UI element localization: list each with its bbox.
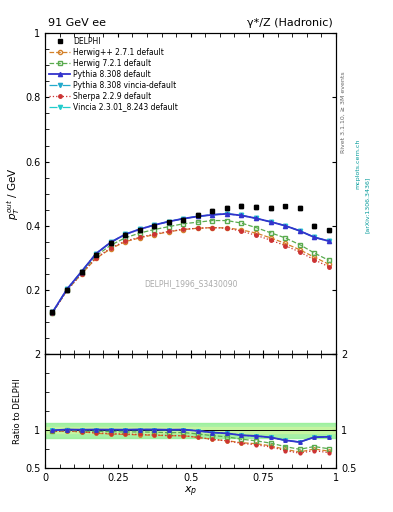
Text: γ*/Z (Hadronic): γ*/Z (Hadronic) — [247, 18, 333, 29]
X-axis label: $x_p$: $x_p$ — [184, 485, 197, 499]
Text: [arXiv:1306.3436]: [arXiv:1306.3436] — [365, 177, 370, 233]
Legend: DELPHI, Herwig++ 2.7.1 default, Herwig 7.2.1 default, Pythia 8.308 default, Pyth: DELPHI, Herwig++ 2.7.1 default, Herwig 7… — [48, 35, 180, 113]
Text: mcplots.cern.ch: mcplots.cern.ch — [356, 139, 361, 189]
Y-axis label: Ratio to DELPHI: Ratio to DELPHI — [13, 378, 22, 444]
Text: Rivet 3.1.10, ≥ 3M events: Rivet 3.1.10, ≥ 3M events — [341, 72, 346, 154]
Y-axis label: $p_T^{out}$ / GeV: $p_T^{out}$ / GeV — [6, 167, 22, 220]
Text: DELPHI_1996_S3430090: DELPHI_1996_S3430090 — [144, 279, 237, 288]
Text: 91 GeV ee: 91 GeV ee — [48, 18, 106, 29]
